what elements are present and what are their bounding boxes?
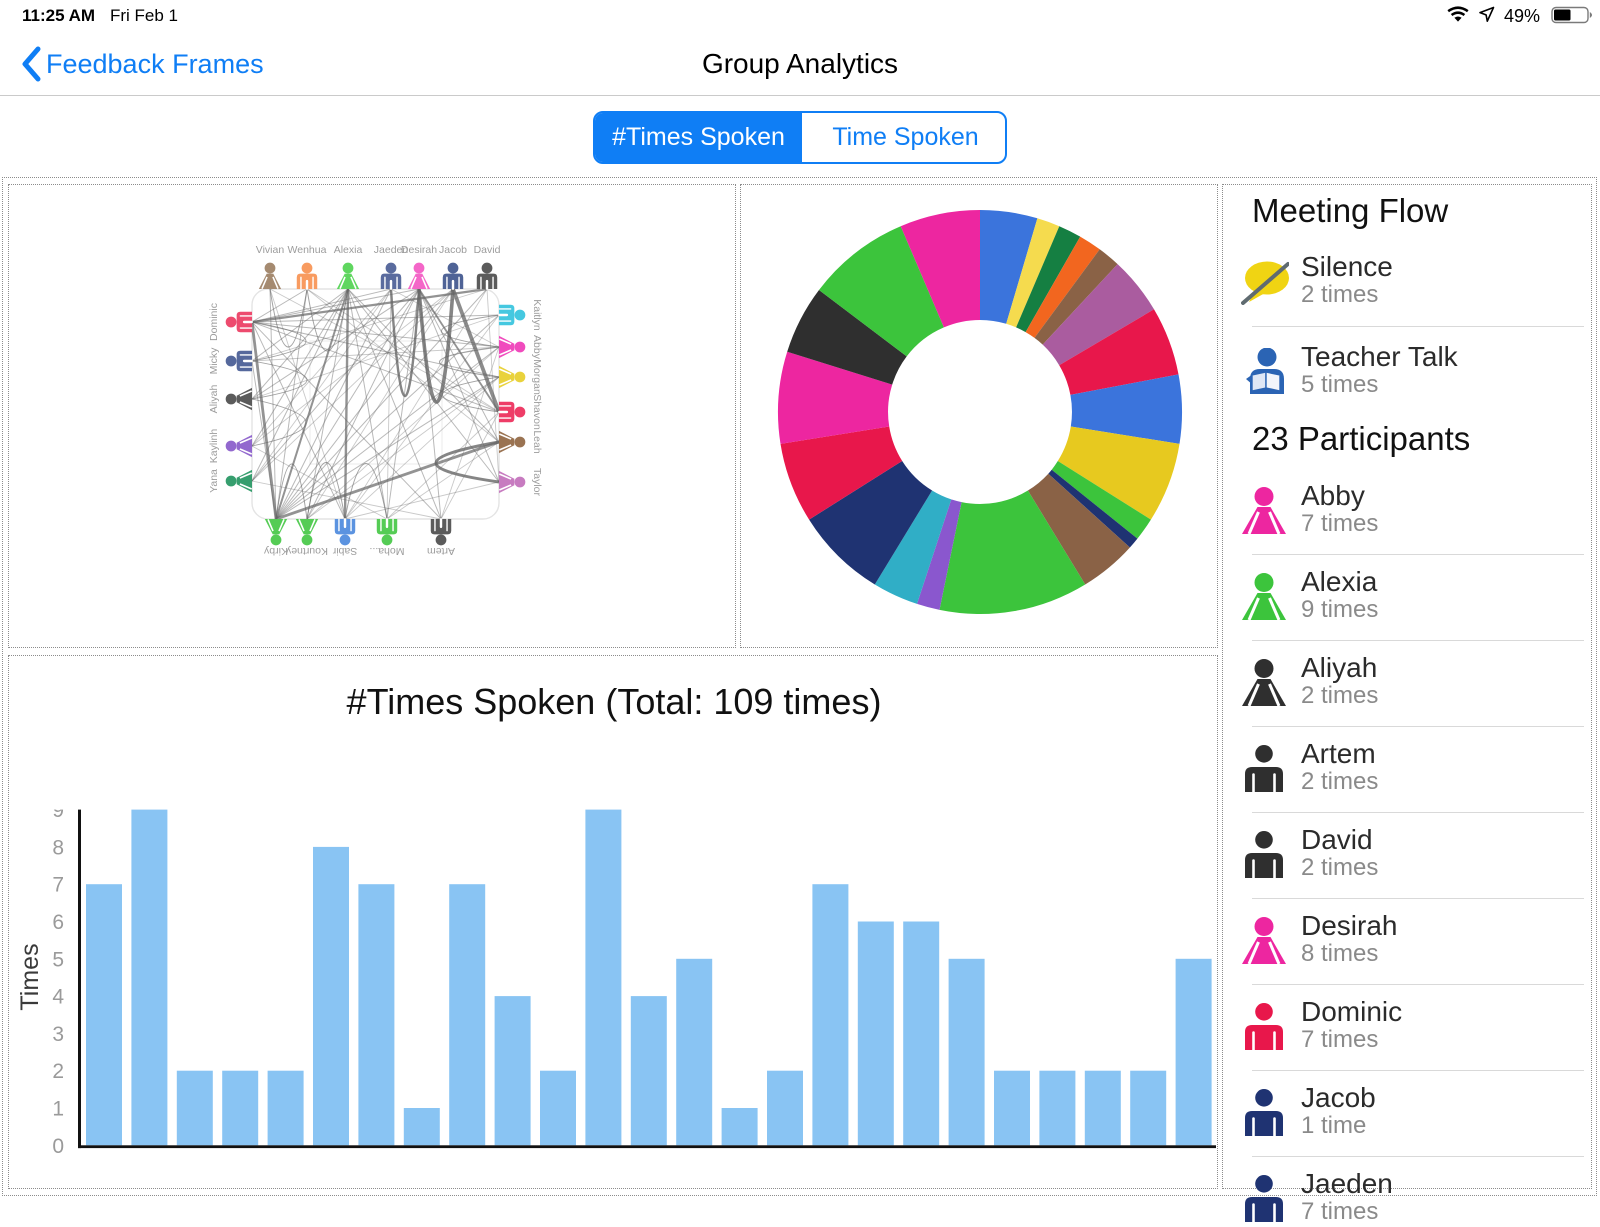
svg-text:Morgan: Morgan — [531, 359, 543, 395]
svg-text:Desirah: Desirah — [401, 244, 437, 256]
svg-text:Shavon: Shavon — [531, 394, 543, 430]
svg-text:Jaeden: Jaeden — [374, 244, 409, 256]
svg-text:Kourtney: Kourtney — [285, 545, 328, 557]
svg-text:Jacob: Jacob — [439, 244, 467, 256]
svg-text:Taylor: Taylor — [531, 468, 543, 497]
svg-text:7: 7 — [52, 874, 64, 897]
svg-text:Leah: Leah — [531, 430, 543, 454]
svg-text:0: 0 — [52, 1135, 64, 1158]
svg-text:Alexia: Alexia — [334, 244, 363, 256]
svg-text:2: 2 — [52, 1060, 64, 1083]
svg-text:Times: Times — [16, 943, 44, 1010]
svg-text:5: 5 — [52, 948, 64, 971]
svg-text:Kaylinh: Kaylinh — [208, 429, 220, 464]
svg-text:Kirby: Kirby — [263, 545, 288, 557]
svg-text:Wenhua: Wenhua — [288, 244, 327, 256]
svg-text:3: 3 — [52, 1023, 64, 1046]
svg-text:Artem: Artem — [427, 545, 455, 557]
svg-text:Abby: Abby — [531, 335, 543, 360]
svg-text:Moha...: Moha... — [369, 545, 404, 557]
svg-text:Yana: Yana — [208, 469, 220, 493]
svg-text:Micky: Micky — [208, 347, 220, 375]
svg-text:8: 8 — [52, 836, 64, 859]
svg-text:David: David — [474, 244, 501, 256]
svg-text:#Times Spoken (Total: 109 time: #Times Spoken (Total: 109 times) — [347, 681, 882, 722]
svg-text:9: 9 — [52, 799, 64, 822]
svg-text:Aliyah: Aliyah — [208, 385, 220, 414]
svg-text:Kaitlyn: Kaitlyn — [531, 299, 543, 331]
svg-text:Dominic: Dominic — [208, 303, 220, 341]
svg-text:6: 6 — [52, 911, 64, 934]
svg-text:1: 1 — [52, 1098, 64, 1121]
svg-text:Vivian: Vivian — [256, 244, 285, 256]
svg-text:Sabir: Sabir — [332, 545, 357, 557]
svg-text:4: 4 — [52, 986, 64, 1009]
